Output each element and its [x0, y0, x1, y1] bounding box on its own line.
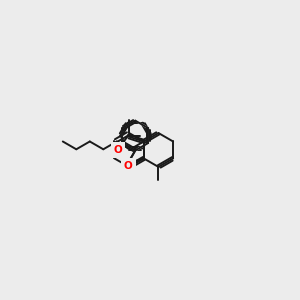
Text: O: O: [124, 160, 133, 171]
Text: O: O: [125, 162, 134, 172]
Text: O: O: [123, 160, 132, 171]
Text: O: O: [125, 162, 134, 172]
Text: O: O: [114, 145, 123, 155]
Text: O: O: [113, 145, 122, 155]
